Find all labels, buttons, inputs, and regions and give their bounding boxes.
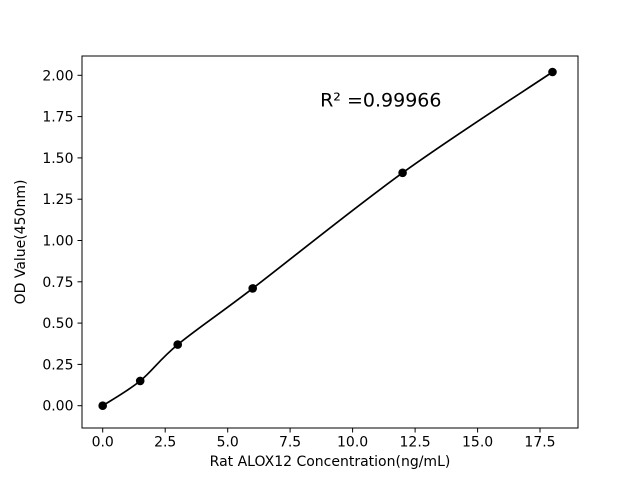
r-squared-annotation: R² =0.99966 — [320, 89, 441, 111]
data-point-marker — [98, 401, 107, 411]
y-tick-label: 1.00 — [42, 234, 73, 250]
y-tick-label: 1.75 — [42, 110, 73, 126]
x-tick-label: 12.5 — [400, 435, 431, 451]
x-tick-label: 15.0 — [462, 435, 493, 451]
data-point-marker — [548, 67, 557, 77]
x-tick-label: 10.0 — [337, 435, 368, 451]
y-tick-label: 2.00 — [42, 68, 73, 84]
y-tick-label: 0.25 — [42, 357, 73, 373]
y-axis-label: OD Value(450nm) — [13, 180, 29, 305]
x-tick-label: 7.5 — [279, 435, 301, 451]
y-tick-label: 1.50 — [42, 151, 73, 167]
y-tick-label: 0.75 — [42, 275, 73, 291]
y-tick-label: 0.50 — [42, 316, 73, 332]
y-tick-label: 1.25 — [42, 192, 73, 208]
x-tick-label: 5.0 — [217, 435, 239, 451]
fit-curve — [101, 71, 554, 407]
x-tick-label: 17.5 — [524, 435, 555, 451]
x-tick-label: 0.0 — [92, 435, 114, 451]
data-point-marker — [135, 376, 145, 386]
y-tick-label: 0.00 — [42, 399, 73, 415]
plot-area — [81, 55, 579, 429]
data-point-marker — [398, 168, 407, 178]
x-axis-label: Rat ALOX12 Concentration(ng/mL) — [210, 454, 451, 470]
x-tick-label: 2.5 — [154, 435, 176, 451]
data-point-marker — [173, 340, 182, 349]
data-point-marker — [248, 284, 257, 293]
